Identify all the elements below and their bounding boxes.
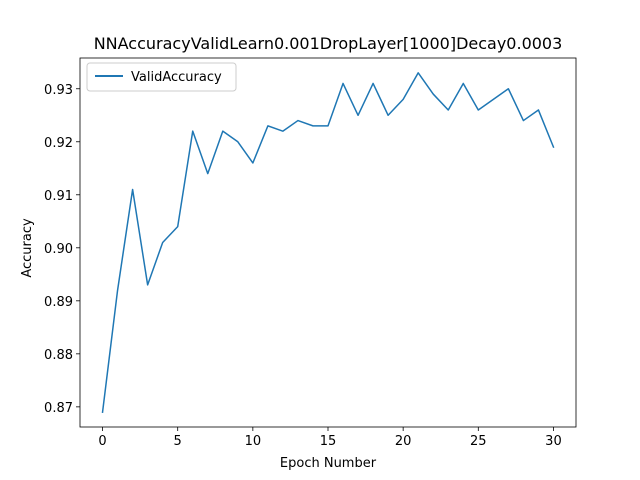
x-tick-label: 20 [395,434,412,449]
x-tick-label: 30 [545,434,562,449]
y-tick-label: 0.89 [44,295,73,310]
y-axis-label: Accuracy [20,218,35,278]
axes-frame [79,57,577,428]
x-axis: 0 5 10 15 20 25 30 [98,427,562,449]
y-tick-label: 0.90 [44,242,73,257]
legend-label-validaccuracy: ValidAccuracy [131,70,222,85]
y-tick-label: 0.87 [44,401,73,416]
x-tick-label: 15 [320,434,337,449]
y-tick-label: 0.88 [44,348,73,363]
y-tick-label: 0.91 [44,189,73,204]
y-axis: 0.87 0.88 0.89 0.90 0.91 0.92 0.93 [44,83,80,416]
x-tick-label: 0 [98,434,106,449]
x-tick-label: 25 [470,434,487,449]
series-line-validaccuracy [101,72,555,413]
legend-box [86,62,237,92]
x-tick-label: 5 [174,434,182,449]
chart-title: NNAccuracyValidLearn0.001DropLayer[1000]… [94,34,563,53]
x-tick-label: 10 [245,434,262,449]
y-tick-label: 0.93 [44,83,73,98]
x-axis-label: Epoch Number [280,456,377,471]
plot-area [79,57,577,428]
legend: ValidAccuracy [86,62,237,92]
y-tick-label: 0.92 [44,136,73,151]
